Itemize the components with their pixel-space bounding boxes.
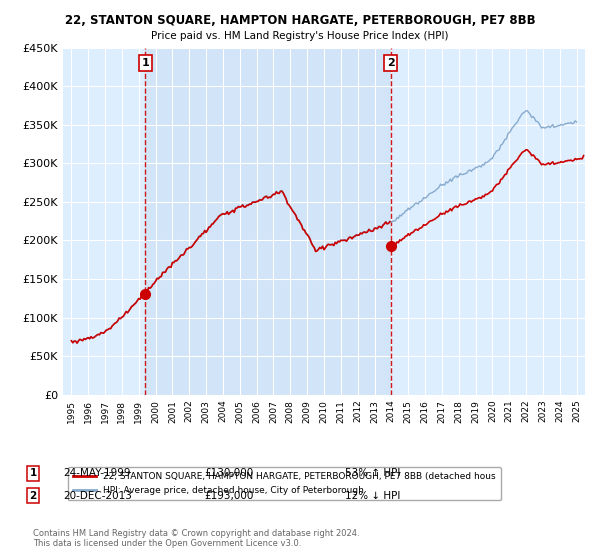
Text: £193,000: £193,000 <box>204 491 253 501</box>
Legend: 22, STANTON SQUARE, HAMPTON HARGATE, PETERBOROUGH, PE7 8BB (detached hous, HPI: : 22, STANTON SQUARE, HAMPTON HARGATE, PET… <box>68 467 501 501</box>
Text: 12% ↓ HPI: 12% ↓ HPI <box>345 491 400 501</box>
Text: 20-DEC-2013: 20-DEC-2013 <box>63 491 132 501</box>
Bar <box>145 48 391 395</box>
Text: 2: 2 <box>387 58 395 68</box>
Text: Price paid vs. HM Land Registry's House Price Index (HPI): Price paid vs. HM Land Registry's House … <box>151 31 449 41</box>
Text: 22, STANTON SQUARE, HAMPTON HARGATE, PETERBOROUGH, PE7 8BB: 22, STANTON SQUARE, HAMPTON HARGATE, PET… <box>65 14 535 27</box>
Text: 1: 1 <box>141 58 149 68</box>
Text: Contains HM Land Registry data © Crown copyright and database right 2024.
This d: Contains HM Land Registry data © Crown c… <box>33 529 359 548</box>
Text: £130,000: £130,000 <box>204 468 253 478</box>
Text: 53% ↑ HPI: 53% ↑ HPI <box>345 468 400 478</box>
Text: 1: 1 <box>29 468 37 478</box>
Text: 2: 2 <box>29 491 37 501</box>
Text: 24-MAY-1999: 24-MAY-1999 <box>63 468 131 478</box>
